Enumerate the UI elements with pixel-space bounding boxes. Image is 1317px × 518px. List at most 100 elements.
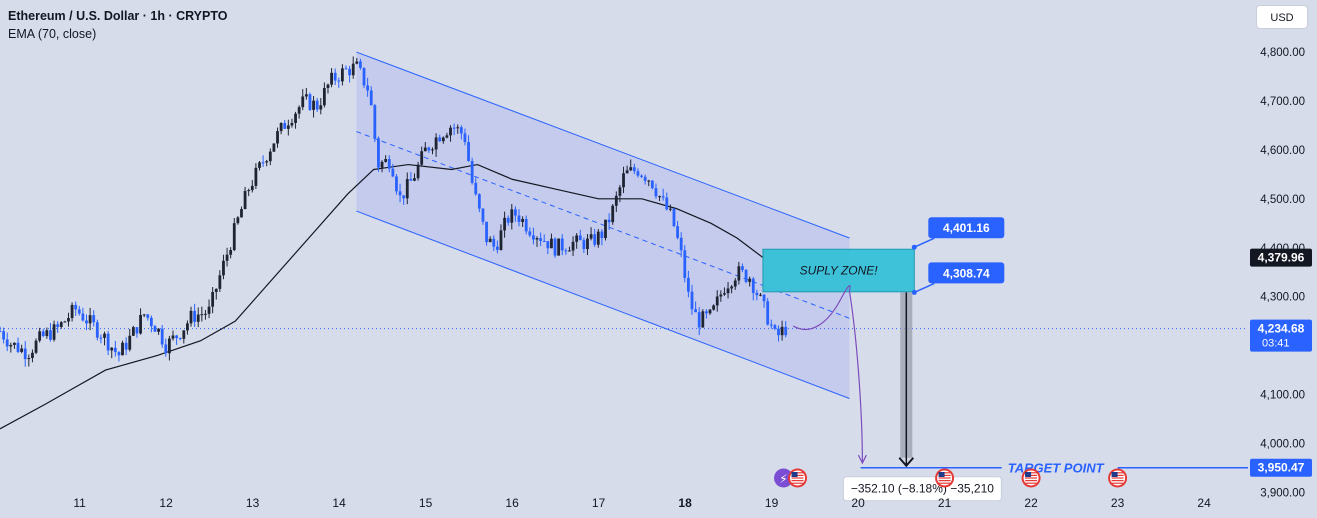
date-tick-label: 12	[159, 496, 173, 510]
candle-body	[88, 315, 92, 324]
candle	[297, 105, 301, 119]
candle	[701, 309, 705, 328]
candle	[733, 278, 737, 290]
candle	[113, 340, 117, 357]
candle	[614, 191, 618, 213]
candle-body	[647, 180, 651, 182]
candle-body	[550, 238, 553, 249]
candle-body	[240, 209, 243, 218]
us-event-flag-icon	[1021, 468, 1041, 488]
candle-body	[229, 250, 233, 255]
candle	[384, 155, 388, 163]
candle-body	[13, 342, 16, 345]
candle	[604, 219, 607, 241]
candle	[596, 228, 600, 248]
candle-body	[117, 352, 121, 356]
candle-body	[304, 94, 308, 97]
candle-body	[477, 194, 481, 209]
candle	[240, 206, 243, 218]
candle-body	[571, 241, 575, 251]
candle-body	[748, 278, 752, 282]
candle-body	[420, 151, 424, 165]
candle-body	[557, 238, 561, 256]
candle-body	[337, 80, 341, 82]
candle	[41, 328, 45, 338]
candle-body	[593, 234, 597, 245]
candle-body	[139, 314, 142, 334]
candle	[2, 327, 6, 344]
candle-body	[45, 330, 49, 337]
candle	[283, 119, 287, 130]
candle	[34, 338, 38, 355]
candle	[632, 163, 636, 175]
candle-body	[110, 347, 114, 351]
candle-body	[456, 127, 460, 129]
candle-body	[586, 238, 589, 250]
candle	[712, 304, 716, 311]
chart-title[interactable]: Ethereum / U.S. Dollar · 1h · CRYPTO	[8, 9, 228, 23]
candle	[52, 320, 56, 342]
candle	[705, 309, 708, 319]
candle-body	[5, 339, 9, 347]
date-tick-label: 11	[73, 496, 86, 510]
candle	[694, 301, 698, 313]
candle-body	[38, 331, 42, 341]
event-lightning-icon	[774, 468, 794, 488]
candle-body	[636, 171, 640, 176]
candle-body	[247, 190, 251, 192]
candle-body	[9, 344, 13, 347]
candle	[142, 314, 146, 318]
candle-body	[297, 107, 301, 114]
last-price-label-text: 4,234.68	[1258, 322, 1305, 336]
price-tick-label: 4,000.00	[1260, 438, 1305, 450]
candle-body	[157, 328, 160, 332]
candle	[366, 77, 370, 97]
candle	[359, 58, 362, 70]
candle-body	[431, 149, 434, 151]
candle-body	[467, 141, 470, 161]
ema-70-line	[0, 163, 764, 430]
candle	[748, 276, 752, 287]
indicator-label[interactable]: EMA (70, close)	[8, 27, 97, 41]
callout-top-pointer	[913, 237, 935, 248]
candle-body	[106, 333, 110, 351]
us-event-flag-icon	[935, 468, 955, 488]
candle	[207, 299, 211, 319]
candle	[672, 208, 676, 228]
candle-body	[402, 195, 406, 199]
callout-bottom-pointer	[913, 282, 935, 294]
candle	[59, 321, 63, 329]
candle-body	[142, 314, 146, 316]
candle-body	[70, 304, 74, 319]
candle	[23, 341, 27, 367]
candle-body	[733, 280, 737, 287]
candle-body	[474, 182, 478, 195]
candle	[571, 236, 575, 256]
candle-body	[532, 235, 535, 240]
currency-button[interactable]: USD	[1256, 5, 1308, 29]
candle	[301, 89, 305, 111]
candle-body	[629, 167, 633, 171]
candle	[157, 328, 160, 335]
candle	[326, 83, 330, 94]
candle	[139, 308, 142, 335]
candle	[85, 314, 88, 331]
candle	[27, 354, 31, 367]
candle	[459, 125, 463, 140]
candle	[452, 123, 456, 136]
candle	[557, 238, 561, 256]
candle	[730, 284, 734, 294]
candle-body	[470, 160, 474, 183]
candle	[5, 332, 9, 352]
candle-body	[214, 288, 218, 292]
candle-body	[95, 322, 99, 338]
supply-zone-box	[762, 248, 915, 293]
callout-top: 4,401.16	[911, 217, 1005, 250]
candle	[582, 237, 586, 253]
candle	[377, 136, 380, 172]
candle	[661, 188, 665, 201]
candle	[49, 322, 52, 342]
candle-body	[279, 123, 283, 132]
candle-body	[614, 195, 618, 206]
